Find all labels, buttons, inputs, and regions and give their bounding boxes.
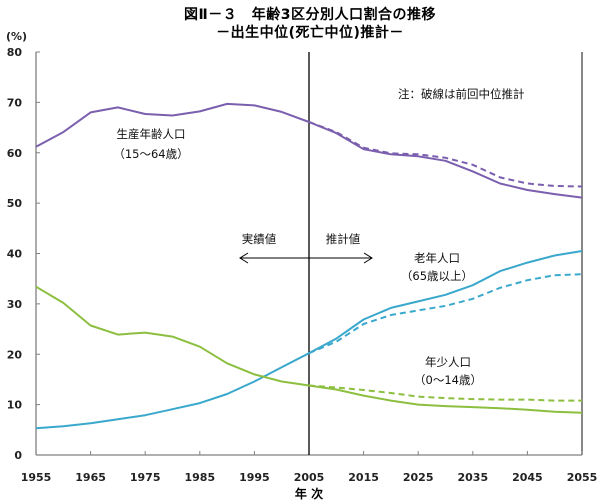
dashed-line-note: 注：破線は前回中位推計 — [398, 87, 525, 101]
working-age-sublabel: （15～64歳） — [113, 147, 188, 161]
x-tick-label: 1995 — [239, 471, 270, 484]
y-tick-label: 20 — [7, 348, 23, 361]
y-tick-label: 50 — [7, 197, 23, 210]
x-tick-label: 1965 — [75, 471, 106, 484]
y-tick-label: 10 — [7, 399, 23, 412]
children-label: 年少人口 — [425, 355, 471, 369]
working-age-dashed-line — [308, 121, 583, 188]
elderly-dashed-line — [308, 273, 583, 355]
projection-values-label: 推計値 — [326, 232, 361, 246]
y-axis-unit-label: (%) — [6, 30, 27, 43]
x-tick-label: 2015 — [348, 471, 379, 484]
working-age-label: 生産年齢人口 — [117, 127, 186, 141]
series-group — [35, 102, 583, 430]
y-tick-label: 70 — [7, 96, 23, 109]
y-tick-label: 0 — [14, 449, 22, 462]
x-tick-label: 1975 — [130, 471, 161, 484]
chart-title-line2: －出生中位(死亡中位)推計－ — [216, 25, 404, 41]
y-ticks: 0 10 20 30 40 50 60 70 80 — [7, 46, 40, 462]
children-sublabel: （0～14歳） — [414, 373, 482, 387]
x-tick-label: 2035 — [457, 471, 488, 484]
x-tick-label: 2055 — [567, 471, 598, 484]
y-tick-label: 80 — [7, 46, 23, 59]
children-dashed-line — [308, 384, 582, 402]
x-tick-label: 1955 — [21, 471, 52, 484]
y-tick-label: 60 — [7, 147, 23, 160]
x-ticks: 1955 1965 1975 1985 1995 2005 2015 2025 2035 2045… — [21, 451, 598, 484]
x-tick-label: 2045 — [512, 471, 543, 484]
actual-values-label: 実績値 — [242, 232, 277, 246]
double-arrow-icon — [239, 252, 373, 264]
x-axis-title: 年 次 — [295, 486, 323, 501]
chart-title-line1: 図Ⅱ－３ 年齢3区分別人口割合の推移 — [184, 7, 436, 23]
elderly-label: 老年人口 — [414, 251, 460, 265]
x-tick-label: 1985 — [184, 471, 215, 484]
elderly-sublabel: （65歳以上） — [401, 269, 473, 283]
x-tick-label: 2005 — [294, 471, 325, 484]
y-tick-label: 40 — [7, 248, 23, 261]
x-tick-label: 2025 — [403, 471, 434, 484]
y-tick-label: 30 — [7, 298, 23, 311]
